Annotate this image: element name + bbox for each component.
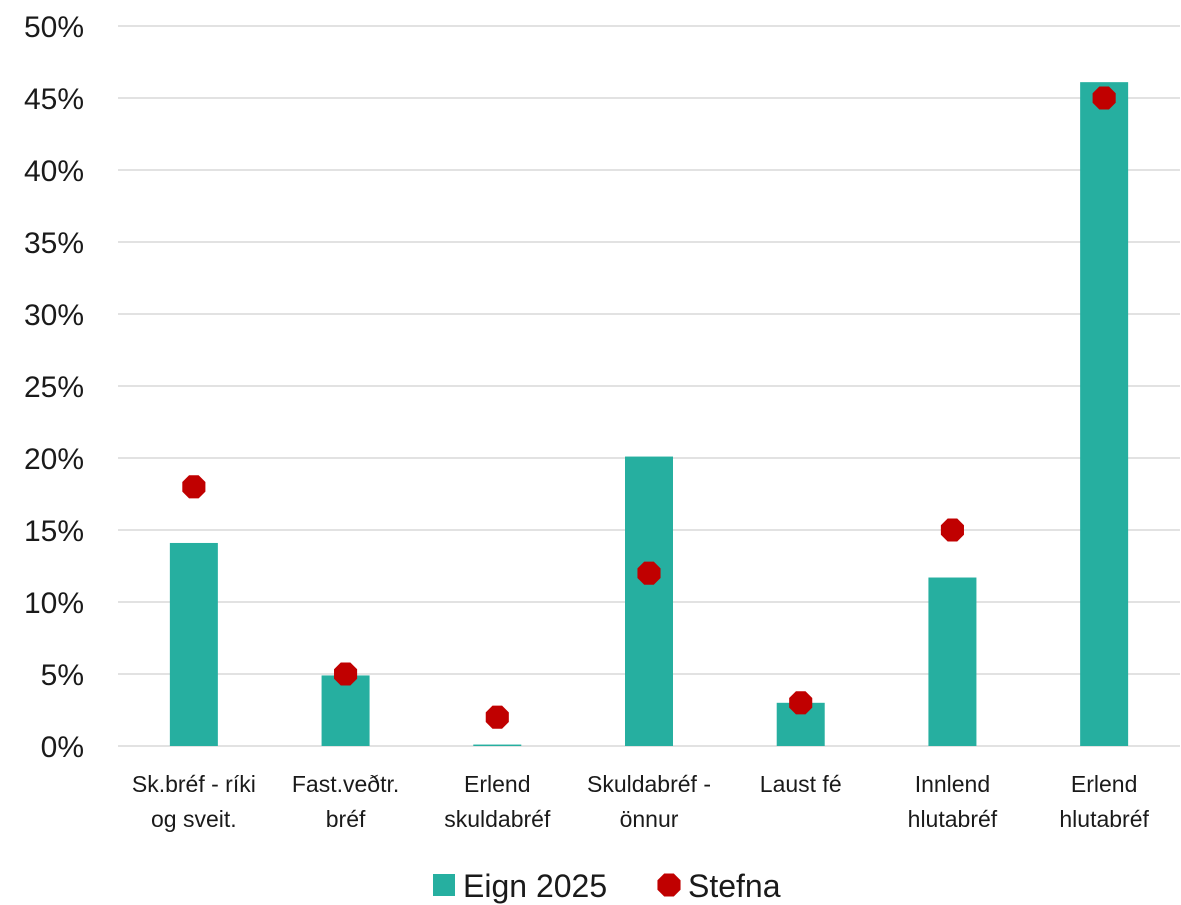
- x-category-label: Erlend skuldabréf: [444, 771, 551, 832]
- marker-stefna: [940, 518, 964, 542]
- x-category-label-line: Sk.bréf - ríki: [132, 771, 256, 797]
- bar-eign-2025: [169, 542, 218, 746]
- x-category-label-line: önnur: [620, 806, 679, 832]
- y-tick-label: 45%: [24, 83, 84, 116]
- marker-stefna: [334, 662, 358, 686]
- x-category-label: Erlend hlutabréf: [1059, 771, 1149, 832]
- marker-series: [182, 86, 1116, 729]
- bar-eign-2025: [625, 456, 673, 746]
- y-tick-label: 5%: [41, 659, 84, 692]
- legend-swatch-eign-2025: [433, 874, 455, 896]
- marker-stefna: [485, 705, 509, 729]
- x-category-label-line: Innlend: [915, 771, 990, 797]
- x-category-label-line: Erlend: [1071, 771, 1137, 797]
- x-category-label: Innlend hlutabréf: [908, 771, 998, 832]
- x-category-label-line: bréf: [326, 806, 366, 832]
- y-tick-label: 20%: [24, 443, 84, 476]
- y-tick-label: 0%: [41, 731, 84, 764]
- x-category-label-line: hlutabréf: [908, 806, 998, 832]
- x-category-label-line: hlutabréf: [1059, 806, 1149, 832]
- legend: Eign 2025 Stefna: [433, 868, 781, 904]
- y-tick-label: 35%: [24, 227, 84, 260]
- x-category-label-line: Laust fé: [760, 771, 842, 797]
- bar-eign-2025: [473, 744, 522, 746]
- y-tick-label: 40%: [24, 155, 84, 188]
- y-tick-label: 30%: [24, 299, 84, 332]
- x-category-label-line: skuldabréf: [444, 806, 551, 832]
- y-tick-label: 15%: [24, 515, 84, 548]
- x-category-label-line: Erlend: [464, 771, 530, 797]
- x-category-label: Skuldabréf - önnur: [587, 771, 711, 832]
- legend-label-stefna: Stefna: [688, 868, 781, 904]
- x-category-label-line: og sveit.: [151, 806, 237, 832]
- y-tick-label: 25%: [24, 371, 84, 404]
- marker-stefna: [789, 691, 813, 715]
- legend-label-eign-2025: Eign 2025: [463, 868, 607, 904]
- marker-stefna: [1092, 86, 1116, 110]
- bar-eign-2025: [928, 577, 977, 746]
- x-axis-labels: Sk.bréf - ríki og sveit. Fast.veðtr. bréf Er…: [132, 771, 1150, 832]
- x-category-label-line: Skuldabréf -: [587, 771, 711, 797]
- bar-eign-2025: [1080, 82, 1129, 746]
- bar-eign-2025: [321, 675, 370, 746]
- x-category-label: Fast.veðtr. bréf: [292, 771, 399, 832]
- x-category-label: Laust fé: [760, 771, 842, 797]
- x-category-label-line: Fast.veðtr.: [292, 771, 399, 797]
- x-category-label: Sk.bréf - ríki og sveit.: [132, 771, 256, 832]
- y-axis-ticks: 0% 5% 10% 15% 20% 25% 30% 35% 40% 45% 50%: [24, 11, 84, 764]
- legend-swatch-stefna: [657, 873, 681, 897]
- bar-series: [169, 82, 1129, 746]
- marker-stefna: [182, 475, 206, 499]
- y-tick-label: 50%: [24, 11, 84, 44]
- y-tick-label: 10%: [24, 587, 84, 620]
- marker-stefna: [637, 561, 661, 585]
